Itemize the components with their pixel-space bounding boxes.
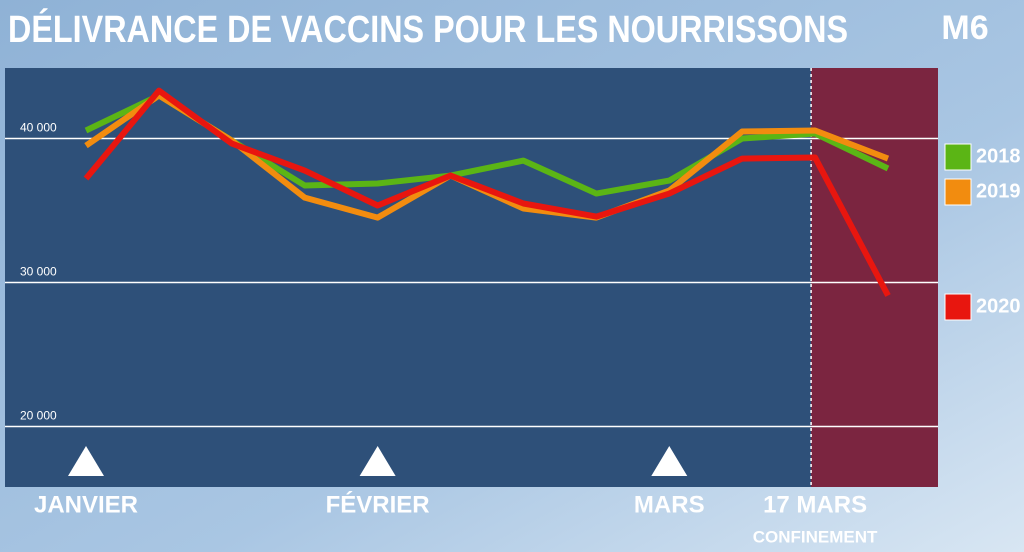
highlight-label: CONFINEMENT [753,527,878,546]
month-marker [68,446,104,476]
highlight-region [811,68,938,487]
x-tick-label: JANVIER [34,491,138,518]
y-tick-label: 30 000 [20,265,57,279]
month-marker [359,446,396,476]
x-tick-label: 17 MARS [763,491,867,518]
x-tick-label: MARS [634,491,705,518]
logo: M6 [941,9,988,47]
y-tick-label: 40 000 [20,121,57,135]
legend-label: 2019 [976,180,1021,202]
series-line [83,87,891,297]
legend-swatch [944,178,972,206]
legend-label: 2018 [976,145,1021,167]
legend-label: 2020 [976,295,1021,317]
month-marker [651,446,688,476]
x-tick-label: FÉVRIER [326,490,430,518]
chart-title: DÉLIVRANCE DE VACCINS POUR LES NOURRISSO… [8,7,848,51]
legend-swatch [944,143,972,171]
legend-swatch [944,293,972,321]
y-tick-label: 20 000 [20,409,57,423]
